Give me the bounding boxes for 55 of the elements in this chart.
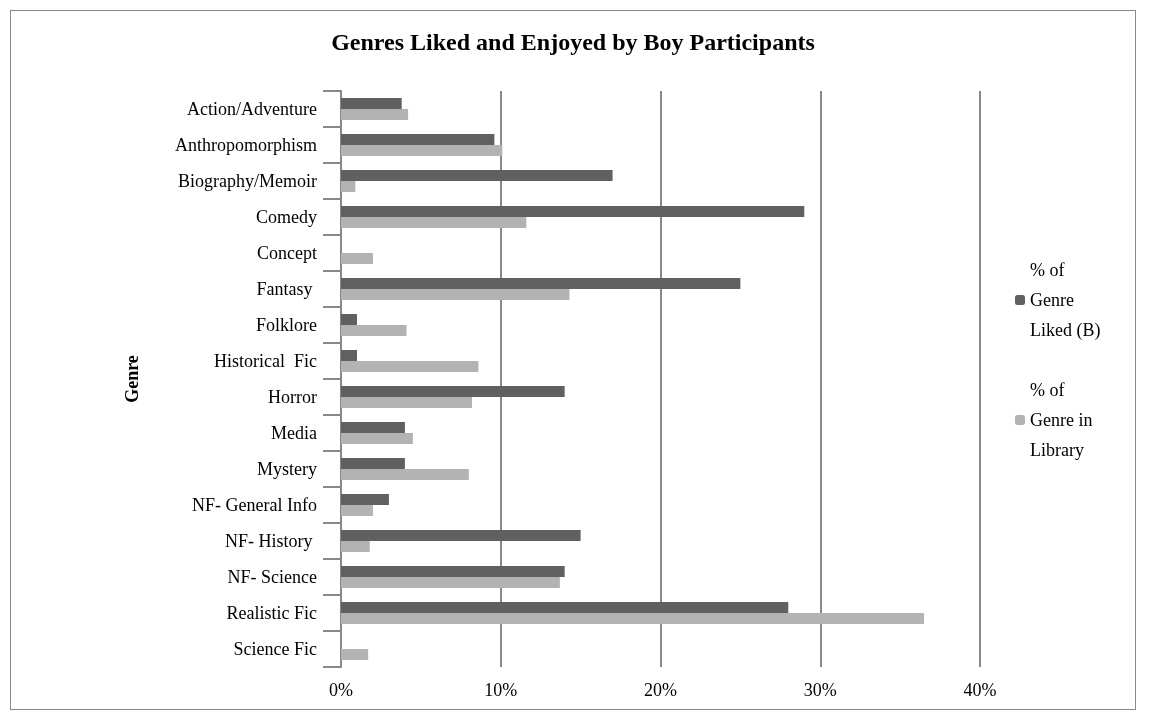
bar [341,541,370,552]
bar [341,649,369,660]
bar [341,602,789,613]
x-tick-label: 10% [484,680,518,700]
y-axis-title: Genre [122,355,142,403]
y-tick-label: Realistic Fic [226,603,318,623]
y-tick-label: Concept [257,243,317,263]
bar [341,530,581,541]
bar [341,433,413,444]
bar [341,386,565,397]
x-tick-label: 40% [963,680,997,700]
bar [341,361,479,372]
y-tick-label: Historical Fic [214,351,318,371]
bar [341,325,407,336]
x-tick-label: 0% [329,680,353,700]
bar [341,145,503,156]
y-tick-label: Media [271,423,318,443]
chart-title: Genres Liked and Enjoyed by Boy Participants [331,29,815,55]
y-tick-label: Science Fic [233,639,317,659]
y-tick-label: NF- History [224,531,317,551]
bar [341,577,560,588]
bar [341,458,405,469]
bar [341,422,405,433]
y-tick-label: Folklore [256,315,318,335]
bar [341,109,409,120]
bar [341,170,613,181]
bar [341,566,565,577]
x-tick-label: 20% [644,680,677,700]
bar [341,289,570,300]
bar [341,505,373,516]
y-tick-label: Horror [268,387,317,407]
y-tick-label: Anthropomorphism [175,135,317,155]
bar [341,494,389,505]
bar [341,469,469,480]
bar [341,181,356,192]
bar [341,278,741,289]
y-tick-label: Mystery [257,459,317,479]
bar [341,314,357,325]
y-tick-label: NF- Science [227,567,317,587]
x-tick-label: 30% [803,680,837,700]
bar [341,613,925,624]
y-tick-label: Action/Adventure [187,99,318,119]
bar [341,397,472,408]
y-tick-label: Fantasy [256,279,317,299]
bar [341,217,527,228]
y-tick-label: NF- General Info [192,495,317,515]
bar [341,206,805,217]
legend-label: % of Genre in Library [1030,380,1097,460]
bar [341,98,402,109]
y-tick-label: Comedy [256,207,317,227]
y-tick-label: Biography/Memoir [178,171,317,191]
legend-label: % of Genre Liked (B) [1030,260,1101,341]
bar [341,134,495,145]
bar [341,350,357,361]
bar [341,253,373,264]
